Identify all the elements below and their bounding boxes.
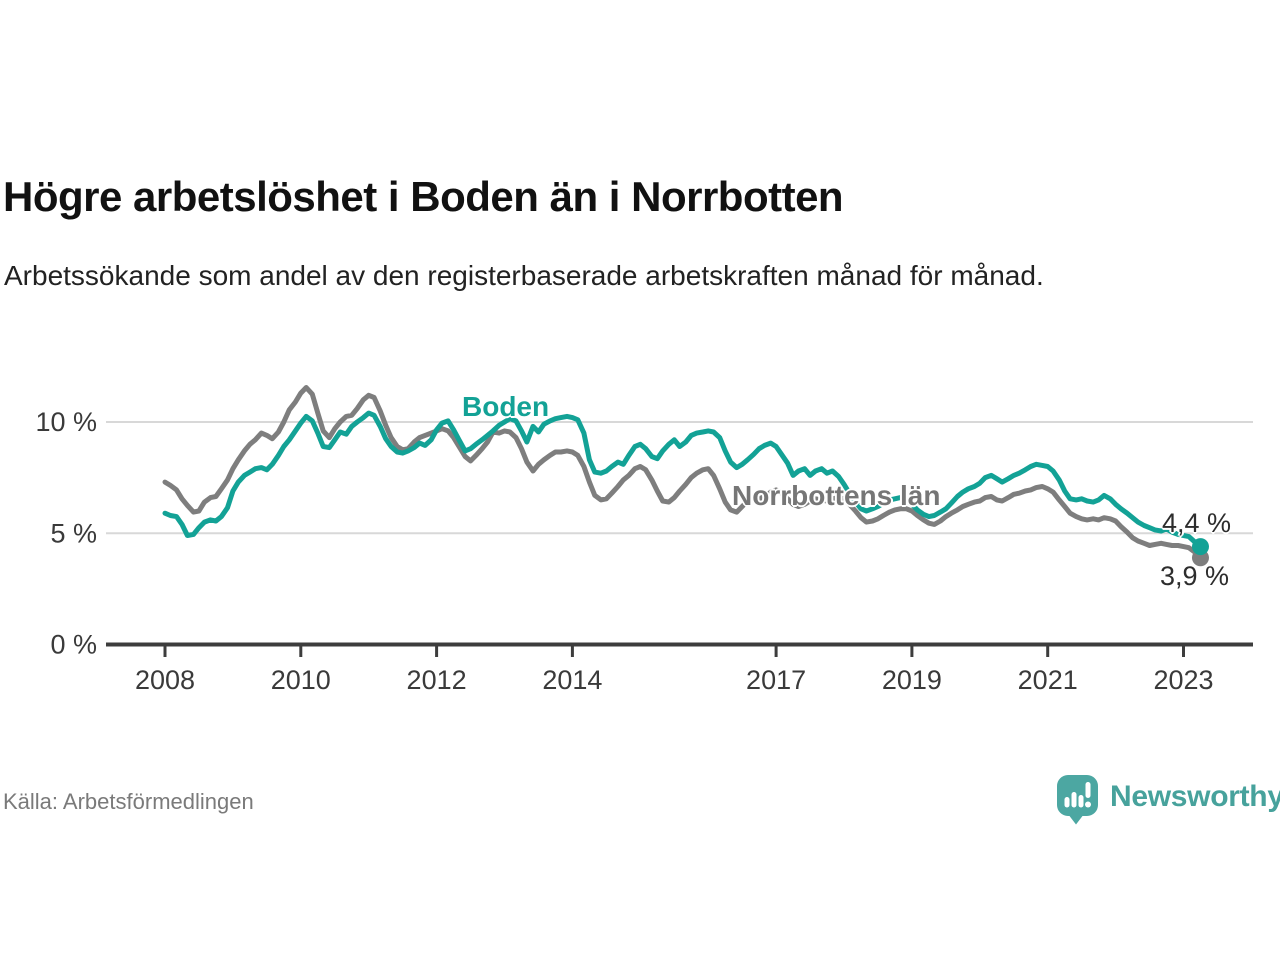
series-label-norrbotten: Norrbottens län [732, 480, 941, 511]
speech-bubble-shape [1057, 775, 1098, 825]
x-axis-tick-label: 2017 [746, 665, 806, 695]
series-line-norrbotten [162, 385, 1203, 561]
x-axis-tick-label: 2023 [1153, 665, 1213, 695]
newsworthy-speech-bubble-bar-chart-icon [1055, 773, 1100, 830]
x-axis-tick-label: 2008 [135, 665, 195, 695]
end-dot-boden [1191, 538, 1209, 556]
x-axis-tick-label: 2021 [1018, 665, 1078, 695]
newsworthy-wordmark: Newsworthy [1110, 780, 1280, 813]
y-axis-tick-label: 0 % [50, 630, 97, 660]
x-axis-tick-label: 2012 [407, 665, 467, 695]
x-axis-tick-label: 2014 [542, 665, 602, 695]
y-axis-tick-label: 5 % [50, 518, 97, 548]
end-value-label-boden: 4,4 % [1162, 508, 1232, 538]
x-axis-tick-label: 2019 [882, 665, 942, 695]
series-label-boden: Boden [462, 391, 550, 422]
newsworthy-brand: Newsworthy [1055, 773, 1280, 830]
y-axis-tick-label: 10 % [35, 407, 97, 437]
end-value-label-norrbotten: 3,9 % [1160, 561, 1230, 591]
page-title: Högre arbetslöshet i Boden än i Norrbott… [3, 173, 844, 221]
source-note: Källa: Arbetsförmedlingen [3, 789, 254, 814]
x-axis-tick-label: 2010 [271, 665, 331, 695]
series-line-boden [162, 410, 1203, 550]
chart-subtitle: Arbetssökande som andel av den registerb… [4, 260, 1044, 291]
